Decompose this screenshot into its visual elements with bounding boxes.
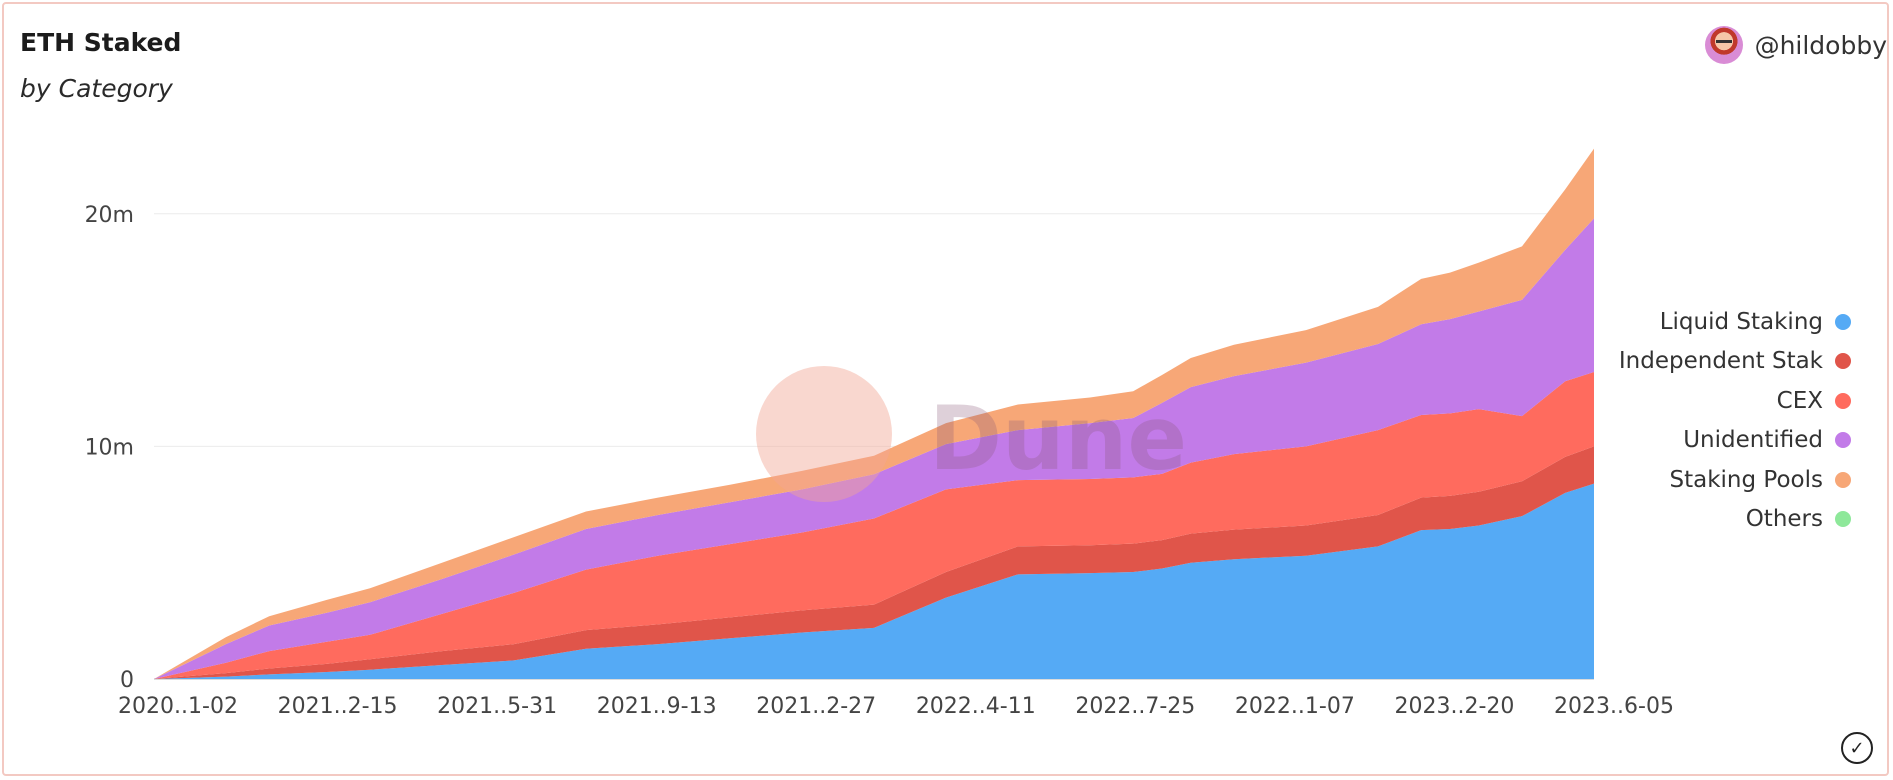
- chart-subtitle: by Category: [20, 74, 173, 103]
- author-name: @hildobby: [1754, 30, 1887, 60]
- legend-label: Liquid Staking: [1659, 308, 1823, 335]
- x-tick-label: 2020..1-02: [118, 694, 238, 719]
- legend-label: Others: [1745, 506, 1823, 533]
- legend-color-dot: [1835, 392, 1851, 409]
- checkmark-icon[interactable]: ✓: [1841, 732, 1873, 764]
- legend-label: CEX: [1776, 387, 1823, 414]
- chart-legend: Liquid Staking Independent Stak CEX Unident…: [1619, 302, 1851, 539]
- legend-label: Unidentified: [1683, 427, 1823, 454]
- legend-color-dot: [1835, 511, 1851, 528]
- legend-item[interactable]: Unidentified: [1619, 421, 1851, 461]
- legend-color-dot: [1835, 432, 1851, 449]
- legend-color-dot: [1835, 471, 1851, 488]
- avatar: [1704, 26, 1743, 64]
- x-tick-label: 2022..1-07: [1235, 694, 1355, 719]
- dune-logo-icon: [756, 366, 892, 502]
- y-tick-label: 0: [120, 668, 134, 693]
- legend-item[interactable]: Others: [1619, 500, 1851, 540]
- area-staking-pools: [154, 148, 1594, 680]
- area-unidentified: [154, 218, 1594, 679]
- author-link[interactable]: @hildobby: [1704, 26, 1887, 64]
- x-tick-label: 2023..2-20: [1394, 694, 1514, 719]
- legend-item[interactable]: CEX: [1619, 381, 1851, 421]
- legend-item[interactable]: Staking Pools: [1619, 460, 1851, 500]
- stacked-area-chart: 0 10m 20m Dune 2020..1-02 2021..2-15 2021..5-3…: [85, 148, 1674, 719]
- y-tick-label: 10m: [85, 435, 134, 460]
- legend-label: Independent Stak: [1618, 348, 1823, 375]
- legend-color-dot: [1835, 353, 1851, 370]
- legend-item[interactable]: Independent Stak: [1619, 342, 1851, 382]
- x-tick-label: 2021..2-15: [278, 694, 398, 719]
- legend-color-dot: [1835, 313, 1851, 330]
- x-tick-label: 2021..2-27: [756, 694, 876, 719]
- chart-title: ETH Staked: [20, 28, 182, 57]
- y-tick-label: 20m: [85, 203, 134, 228]
- legend-label: Staking Pools: [1669, 466, 1823, 493]
- x-tick-label: 2022..7-25: [1075, 694, 1195, 719]
- watermark-text: Dune: [929, 387, 1187, 490]
- x-tick-label: 2021..5-31: [437, 694, 557, 719]
- x-tick-label: 2022..4-11: [916, 694, 1036, 719]
- area-liquid-staking: [154, 483, 1594, 679]
- x-tick-label: 2021..9-13: [597, 694, 717, 719]
- legend-item[interactable]: Liquid Staking: [1619, 302, 1851, 342]
- x-tick-label: 2023..6-05: [1554, 694, 1674, 719]
- area-cex: [154, 371, 1594, 679]
